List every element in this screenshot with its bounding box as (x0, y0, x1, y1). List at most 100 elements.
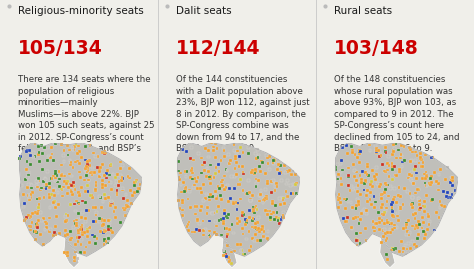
Bar (194, 213, 197, 215)
Bar (361, 210, 364, 213)
Bar (98, 175, 100, 178)
Bar (78, 236, 81, 239)
Bar (237, 183, 239, 186)
Bar (244, 223, 246, 226)
Bar (390, 249, 393, 252)
Bar (55, 176, 57, 179)
Bar (85, 171, 88, 174)
Bar (27, 171, 29, 174)
Bar (397, 194, 400, 197)
Bar (366, 162, 369, 165)
Bar (373, 206, 376, 209)
Bar (389, 185, 392, 188)
Bar (69, 183, 72, 186)
Bar (383, 235, 385, 238)
Bar (360, 212, 363, 215)
Bar (431, 156, 434, 159)
Bar (48, 186, 51, 189)
Bar (103, 243, 106, 246)
Bar (361, 170, 364, 172)
Bar (358, 150, 361, 152)
Bar (228, 162, 230, 165)
Bar (446, 191, 448, 194)
Bar (214, 143, 217, 145)
Bar (212, 176, 215, 179)
Bar (398, 186, 401, 189)
Bar (58, 178, 61, 180)
Bar (433, 229, 436, 231)
Bar (273, 189, 276, 192)
Bar (384, 150, 387, 153)
Bar (269, 218, 272, 221)
Bar (417, 188, 419, 190)
Bar (351, 151, 354, 154)
Bar (66, 180, 69, 183)
Bar (73, 203, 75, 206)
Bar (80, 238, 83, 241)
Bar (347, 184, 350, 187)
Bar (414, 192, 417, 194)
Bar (113, 210, 115, 213)
Bar (95, 211, 98, 214)
Bar (400, 144, 402, 147)
Bar (421, 165, 424, 168)
Bar (282, 216, 284, 219)
Bar (217, 185, 219, 188)
Bar (29, 215, 32, 218)
Bar (428, 182, 430, 185)
Bar (35, 223, 37, 226)
Bar (45, 226, 48, 229)
Bar (98, 167, 101, 170)
Bar (423, 210, 426, 213)
Bar (356, 156, 359, 159)
Bar (64, 213, 67, 216)
Bar (415, 226, 418, 228)
Bar (417, 220, 419, 223)
Bar (109, 202, 112, 204)
Bar (423, 200, 426, 203)
Bar (70, 236, 73, 239)
Bar (264, 188, 267, 191)
Bar (384, 209, 387, 212)
Bar (109, 164, 112, 167)
Bar (184, 175, 187, 178)
Bar (87, 169, 90, 172)
Bar (353, 169, 356, 172)
Bar (279, 203, 282, 206)
Polygon shape (222, 238, 237, 268)
Bar (233, 143, 235, 146)
Bar (110, 200, 113, 203)
Bar (104, 197, 107, 200)
Bar (80, 216, 83, 219)
Bar (228, 163, 231, 165)
Bar (73, 256, 76, 259)
Bar (365, 190, 368, 193)
Bar (98, 217, 101, 220)
Bar (226, 233, 228, 236)
Bar (128, 167, 131, 170)
Bar (87, 209, 90, 212)
Bar (75, 222, 78, 225)
Bar (66, 144, 69, 147)
Bar (245, 193, 247, 196)
Bar (56, 181, 59, 183)
Bar (416, 188, 419, 191)
Bar (226, 235, 228, 238)
Bar (396, 226, 399, 229)
Bar (262, 235, 264, 238)
Bar (360, 182, 363, 184)
Bar (52, 159, 55, 162)
Bar (78, 203, 81, 205)
Bar (428, 223, 430, 226)
Bar (276, 159, 279, 162)
Bar (405, 223, 408, 225)
Bar (105, 172, 108, 175)
Bar (409, 148, 412, 151)
Bar (365, 209, 368, 211)
Bar (70, 175, 73, 178)
Bar (28, 196, 30, 199)
Bar (212, 146, 215, 148)
Bar (29, 225, 32, 228)
Bar (402, 227, 404, 230)
Bar (275, 185, 278, 188)
